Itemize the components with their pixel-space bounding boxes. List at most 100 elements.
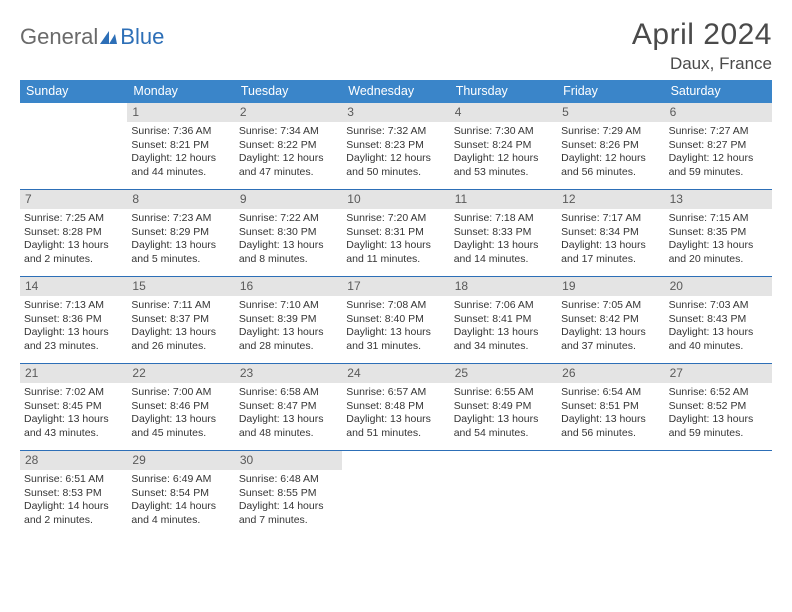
sunrise-text: Sunrise: 7:00 AM [131, 386, 230, 399]
daylight-text-2: and 2 minutes. [24, 514, 123, 527]
daylight-text-1: Daylight: 13 hours [239, 326, 338, 339]
dow-cell: Thursday [450, 80, 557, 103]
daylight-text-1: Daylight: 13 hours [561, 413, 660, 426]
day-number: 20 [665, 277, 772, 296]
sunrise-text: Sunrise: 7:13 AM [24, 299, 123, 312]
daylight-text-2: and 37 minutes. [561, 340, 660, 353]
sunrise-text: Sunrise: 7:30 AM [454, 125, 553, 138]
daylight-text-1: Daylight: 13 hours [239, 413, 338, 426]
day-cell: 14 Sunrise: 7:13 AMSunset: 8:36 PMDayligh… [20, 277, 127, 363]
day-cell [20, 103, 127, 189]
day-number: 23 [235, 364, 342, 383]
daylight-text-1: Daylight: 12 hours [669, 152, 768, 165]
sunrise-text: Sunrise: 7:05 AM [561, 299, 660, 312]
daylight-text-1: Daylight: 12 hours [561, 152, 660, 165]
sunset-text: Sunset: 8:39 PM [239, 313, 338, 326]
sunset-text: Sunset: 8:35 PM [669, 226, 768, 239]
day-cell: 12Sunrise: 7:17 AMSunset: 8:34 PMDayligh… [557, 190, 664, 276]
daylight-text-1: Daylight: 12 hours [346, 152, 445, 165]
day-cell: 29Sunrise: 6:49 AMSunset: 8:54 PMDayligh… [127, 451, 234, 537]
day-cell: 11Sunrise: 7:18 AMSunset: 8:33 PMDayligh… [450, 190, 557, 276]
daylight-text-2: and 8 minutes. [239, 253, 338, 266]
daylight-text-2: and 43 minutes. [24, 427, 123, 440]
daylight-text-1: Daylight: 13 hours [24, 413, 123, 426]
day-number: 22 [127, 364, 234, 383]
day-number: 7 [20, 190, 127, 209]
day-number: 1 [127, 103, 234, 122]
day-of-week-header: SundayMondayTuesdayWednesdayThursdayFrid… [20, 80, 772, 103]
logo-mark-icon [100, 29, 118, 45]
page-title: April 2024 [632, 18, 772, 52]
sunrise-text: Sunrise: 7:27 AM [669, 125, 768, 138]
day-cell: 30Sunrise: 6:48 AMSunset: 8:55 PMDayligh… [235, 451, 342, 537]
day-number: 11 [450, 190, 557, 209]
daylight-text-2: and 26 minutes. [131, 340, 230, 353]
sunrise-text: Sunrise: 7:22 AM [239, 212, 338, 225]
daylight-text-1: Daylight: 13 hours [669, 413, 768, 426]
day-cell: 9Sunrise: 7:22 AMSunset: 8:30 PMDaylight… [235, 190, 342, 276]
sunrise-text: Sunrise: 7:11 AM [131, 299, 230, 312]
sunrise-text: Sunrise: 6:55 AM [454, 386, 553, 399]
daylight-text-2: and 56 minutes. [561, 166, 660, 179]
day-cell: 1Sunrise: 7:36 AMSunset: 8:21 PMDaylight… [127, 103, 234, 189]
sunset-text: Sunset: 8:24 PM [454, 139, 553, 152]
sunset-text: Sunset: 8:55 PM [239, 487, 338, 500]
sunrise-text: Sunrise: 6:58 AM [239, 386, 338, 399]
daylight-text-2: and 45 minutes. [131, 427, 230, 440]
daylight-text-2: and 28 minutes. [239, 340, 338, 353]
daylight-text-1: Daylight: 13 hours [346, 413, 445, 426]
daylight-text-2: and 40 minutes. [669, 340, 768, 353]
day-cell: 22Sunrise: 7:00 AMSunset: 8:46 PMDayligh… [127, 364, 234, 450]
daylight-text-1: Daylight: 13 hours [24, 239, 123, 252]
sunrise-text: Sunrise: 7:25 AM [24, 212, 123, 225]
daylight-text-1: Daylight: 13 hours [669, 239, 768, 252]
day-number: 19 [557, 277, 664, 296]
day-cell: 6Sunrise: 7:27 AMSunset: 8:27 PMDaylight… [665, 103, 772, 189]
daylight-text-2: and 5 minutes. [131, 253, 230, 266]
day-number: 14 [20, 277, 127, 296]
sunrise-text: Sunrise: 7:34 AM [239, 125, 338, 138]
sunset-text: Sunset: 8:34 PM [561, 226, 660, 239]
sunset-text: Sunset: 8:49 PM [454, 400, 553, 413]
daylight-text-2: and 2 minutes. [24, 253, 123, 266]
day-cell: 21Sunrise: 7:02 AMSunset: 8:45 PMDayligh… [20, 364, 127, 450]
daylight-text-2: and 4 minutes. [131, 514, 230, 527]
daylight-text-2: and 17 minutes. [561, 253, 660, 266]
sunset-text: Sunset: 8:42 PM [561, 313, 660, 326]
daylight-text-2: and 51 minutes. [346, 427, 445, 440]
sunset-text: Sunset: 8:52 PM [669, 400, 768, 413]
daylight-text-1: Daylight: 13 hours [346, 239, 445, 252]
sunrise-text: Sunrise: 7:17 AM [561, 212, 660, 225]
day-number: 29 [127, 451, 234, 470]
day-cell: 8Sunrise: 7:23 AMSunset: 8:29 PMDaylight… [127, 190, 234, 276]
sunset-text: Sunset: 8:26 PM [561, 139, 660, 152]
day-cell: 3Sunrise: 7:32 AMSunset: 8:23 PMDaylight… [342, 103, 449, 189]
day-number: 9 [235, 190, 342, 209]
day-cell: 28Sunrise: 6:51 AMSunset: 8:53 PMDayligh… [20, 451, 127, 537]
title-block: April 2024 Daux, France [632, 18, 772, 74]
sunrise-text: Sunrise: 6:51 AM [24, 473, 123, 486]
day-number: 24 [342, 364, 449, 383]
daylight-text-2: and 23 minutes. [24, 340, 123, 353]
day-cell: 19Sunrise: 7:05 AMSunset: 8:42 PMDayligh… [557, 277, 664, 363]
sunset-text: Sunset: 8:21 PM [131, 139, 230, 152]
daylight-text-1: Daylight: 13 hours [24, 326, 123, 339]
sunrise-text: Sunrise: 7:03 AM [669, 299, 768, 312]
sunset-text: Sunset: 8:47 PM [239, 400, 338, 413]
day-cell: 4Sunrise: 7:30 AMSunset: 8:24 PMDaylight… [450, 103, 557, 189]
daylight-text-1: Daylight: 13 hours [346, 326, 445, 339]
daylight-text-2: and 31 minutes. [346, 340, 445, 353]
sunrise-text: Sunrise: 6:48 AM [239, 473, 338, 486]
daylight-text-1: Daylight: 13 hours [561, 239, 660, 252]
sunset-text: Sunset: 8:51 PM [561, 400, 660, 413]
sunset-text: Sunset: 8:36 PM [24, 313, 123, 326]
day-number: 26 [557, 364, 664, 383]
day-number: 16 [235, 277, 342, 296]
daylight-text-2: and 47 minutes. [239, 166, 338, 179]
day-number: 21 [20, 364, 127, 383]
daylight-text-2: and 11 minutes. [346, 253, 445, 266]
sunrise-text: Sunrise: 6:54 AM [561, 386, 660, 399]
day-number: 10 [342, 190, 449, 209]
day-cell [665, 451, 772, 537]
daylight-text-1: Daylight: 13 hours [131, 326, 230, 339]
